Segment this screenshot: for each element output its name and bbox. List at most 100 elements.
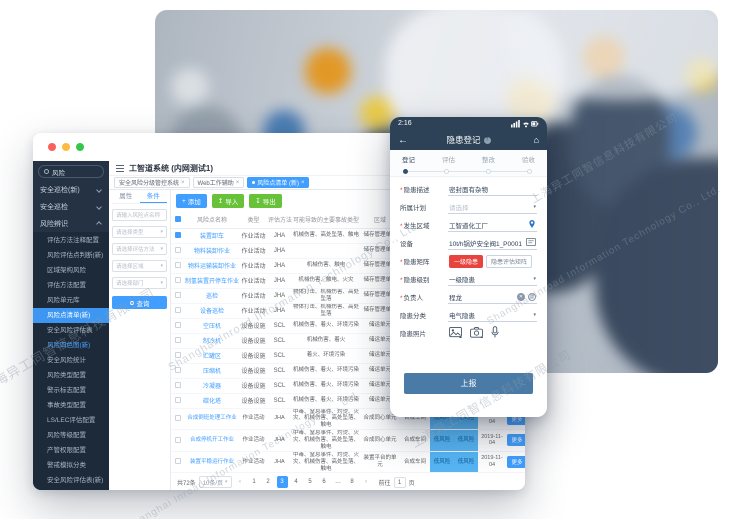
location-pin-icon[interactable] bbox=[528, 219, 536, 231]
checkbox-icon[interactable] bbox=[174, 247, 181, 254]
row-checkbox[interactable] bbox=[171, 273, 184, 289]
help-badge-icon[interactable]: ? bbox=[483, 136, 491, 144]
field-input[interactable]: 密封面有杂物 bbox=[448, 183, 537, 196]
contact-icon[interactable]: @ bbox=[528, 292, 536, 301]
row-checkbox[interactable] bbox=[171, 348, 184, 364]
sidebar-item[interactable]: 安全风险统计 bbox=[47, 357, 86, 364]
sidebar-item[interactable]: 评估方法注释配置 bbox=[47, 237, 99, 244]
checkbox-icon[interactable] bbox=[174, 232, 181, 239]
row-checkbox[interactable] bbox=[171, 363, 184, 379]
risk-point-link[interactable]: 碳化塔 bbox=[202, 399, 221, 405]
checkbox-icon[interactable] bbox=[174, 367, 181, 374]
field-person[interactable]: 程龙 ✕ @ bbox=[448, 291, 537, 304]
sidebar-item[interactable]: 安全风险评估表 bbox=[47, 327, 93, 334]
checkbox-icon[interactable] bbox=[174, 216, 181, 223]
field-select[interactable]: 一级隐患 ▾ bbox=[448, 273, 537, 286]
add-photo-icon[interactable] bbox=[449, 326, 462, 340]
row-checkbox[interactable] bbox=[171, 303, 184, 319]
risk-point-link[interactable]: 合成停机开工作业 bbox=[189, 437, 234, 443]
row-checkbox[interactable] bbox=[171, 288, 184, 304]
checkbox-icon[interactable] bbox=[174, 397, 181, 404]
field-location[interactable]: 工智道化工厂 bbox=[448, 219, 537, 232]
row-checkbox[interactable] bbox=[171, 378, 184, 394]
row-checkbox[interactable] bbox=[171, 393, 184, 409]
checkbox-icon[interactable] bbox=[174, 436, 181, 443]
hamburger-menu-icon[interactable] bbox=[116, 164, 124, 172]
matrix-eval-button[interactable]: 隐患评估矩阵 bbox=[486, 254, 533, 268]
page-number[interactable]: … bbox=[335, 479, 342, 486]
risk-point-link[interactable]: 巡检 bbox=[205, 294, 218, 300]
sidebar-item[interactable]: 区域架构风险 bbox=[47, 267, 86, 274]
risk-point-link[interactable]: 空压机 bbox=[202, 324, 221, 330]
risk-point-link[interactable]: 制冷机 bbox=[202, 339, 221, 345]
risk-point-link[interactable]: 制氢装置开停车作业 bbox=[185, 279, 240, 285]
record-audio-icon[interactable] bbox=[491, 326, 499, 340]
risk-point-link[interactable]: 压缩机 bbox=[202, 369, 221, 375]
checkbox-icon[interactable] bbox=[174, 262, 181, 269]
sidebar-group[interactable]: 安全巡检(新) bbox=[33, 181, 109, 198]
sidebar-item[interactable]: 安全风险评估表(新) bbox=[47, 477, 104, 484]
row-checkbox[interactable] bbox=[171, 243, 184, 259]
checkbox-icon[interactable] bbox=[174, 352, 181, 359]
field-device[interactable]: 10t/h锅炉安全阀1_P0001 bbox=[448, 237, 537, 250]
checkbox-icon[interactable] bbox=[174, 382, 181, 389]
row-checkbox[interactable] bbox=[171, 258, 184, 274]
sidebar-group[interactable]: 安全巡检 bbox=[33, 198, 109, 215]
filter-select[interactable]: 请选择评估方法 ▾ bbox=[112, 243, 167, 255]
sidebar-item[interactable]: 风险点清单(新) bbox=[33, 308, 109, 323]
export-button[interactable]: ↧ 导出 bbox=[249, 194, 282, 208]
checkbox-icon[interactable] bbox=[174, 277, 181, 284]
risk-point-link[interactable]: 贮罐区 bbox=[202, 354, 221, 360]
checkbox-icon[interactable] bbox=[174, 458, 181, 465]
page-number[interactable]: 6 bbox=[322, 479, 326, 486]
window-close-icon[interactable] bbox=[48, 143, 56, 151]
sidebar-item[interactable]: 警示标志配置 bbox=[47, 387, 86, 394]
hazard-level-button[interactable]: 一级隐患 bbox=[449, 254, 484, 268]
row-checkbox[interactable] bbox=[171, 228, 184, 244]
risk-point-link[interactable]: 物料运输装卸作业 bbox=[187, 264, 236, 270]
take-photo-icon[interactable] bbox=[470, 326, 484, 340]
window-minimize-icon[interactable] bbox=[62, 143, 70, 151]
row-checkbox[interactable] bbox=[171, 318, 184, 334]
prev-page-button[interactable]: ‹ bbox=[239, 479, 242, 486]
row-checkbox[interactable] bbox=[171, 451, 184, 474]
sidebar-item[interactable]: 产管权限配置 bbox=[47, 447, 86, 454]
sidebar-item[interactable]: 风险单元库 bbox=[47, 297, 80, 304]
page-size-select[interactable]: 10条/页 ▾ bbox=[198, 476, 232, 489]
page-number[interactable]: 5 bbox=[308, 479, 312, 486]
home-icon[interactable]: ⌂ bbox=[533, 135, 539, 145]
close-icon[interactable]: × bbox=[181, 179, 185, 186]
page-number[interactable]: 3 bbox=[276, 476, 288, 489]
risk-point-link[interactable]: 冷凝器 bbox=[202, 384, 221, 390]
risk-point-link[interactable]: 合成倒班处理工作业 bbox=[187, 415, 237, 422]
page-tab[interactable]: 风险点清单 (新) × bbox=[247, 177, 310, 188]
device-select-icon[interactable] bbox=[526, 237, 536, 248]
close-icon[interactable]: × bbox=[300, 179, 305, 186]
checkbox-icon[interactable] bbox=[174, 307, 181, 314]
submit-button[interactable]: 上报 bbox=[404, 373, 533, 394]
page-number[interactable]: 1 bbox=[252, 479, 256, 486]
page-number[interactable]: 2 bbox=[266, 479, 270, 486]
sidebar-item[interactable]: 评估方法配置 bbox=[47, 282, 86, 289]
page-number[interactable]: 8 bbox=[350, 479, 354, 486]
risk-point-link[interactable]: 装置平稳运行作业 bbox=[189, 458, 234, 465]
page-tab[interactable]: Web工作辅助 × bbox=[192, 177, 245, 188]
sidebar-group[interactable]: 风险辨识 bbox=[33, 215, 109, 232]
checkbox-icon[interactable] bbox=[174, 322, 181, 329]
row-checkbox[interactable] bbox=[171, 429, 184, 452]
goto-page-input[interactable]: 1 bbox=[393, 476, 406, 488]
filter-tab[interactable]: 属性 bbox=[119, 193, 133, 200]
sidebar-item[interactable]: 事故类型配置 bbox=[47, 402, 86, 409]
row-checkbox[interactable] bbox=[171, 408, 184, 431]
filter-select[interactable]: 请选择部门 ▾ bbox=[112, 277, 167, 289]
sidebar-item[interactable]: 风险类型配置 bbox=[47, 372, 86, 379]
risk-point-link[interactable]: 物料装卸作业 bbox=[193, 249, 230, 255]
filter-select[interactable]: 请选择区域 ▾ bbox=[112, 260, 167, 272]
risk-point-link[interactable]: 装置卸车 bbox=[199, 234, 224, 240]
add-button[interactable]: + 添加 bbox=[176, 194, 207, 208]
clear-icon[interactable]: ✕ bbox=[517, 292, 525, 301]
sidebar-item[interactable]: 风险评估点判断(新) bbox=[47, 252, 104, 259]
checkbox-icon[interactable] bbox=[174, 415, 181, 422]
page-number[interactable]: 4 bbox=[294, 479, 298, 486]
sidebar-item[interactable]: LS/LEC评估配置 bbox=[47, 417, 96, 424]
